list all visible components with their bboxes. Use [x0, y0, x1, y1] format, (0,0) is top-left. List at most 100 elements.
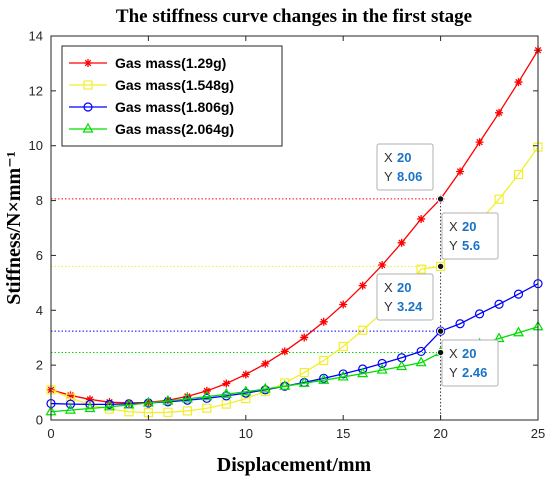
x-tick-label: 15 [336, 426, 350, 441]
series-2-point [513, 169, 524, 180]
series-3-point [65, 399, 76, 409]
series-1-point [358, 281, 367, 290]
legend-label: Gas mass(1.29g) [115, 55, 226, 71]
series-4-point [201, 390, 213, 401]
datatip-marker [436, 327, 445, 335]
y-tick-label: 10 [29, 138, 43, 153]
series-4-point [240, 385, 252, 396]
series-3-point [436, 326, 446, 336]
series-4-point [415, 356, 427, 367]
legend-entry-3: Gas mass(1.806g) [69, 99, 234, 115]
legend-entry-2: Gas mass(1.548g) [69, 77, 234, 93]
series-4-point [162, 394, 174, 405]
series-4-point [259, 382, 271, 393]
series-3-point [104, 399, 115, 409]
datatip-1: X 20 Y 8.06 [376, 143, 445, 203]
series-4-point [512, 326, 525, 337]
series-3-point [455, 319, 465, 329]
datatip-y-label: Y [384, 169, 393, 184]
series-1-point [417, 214, 426, 223]
x-tick-label: 10 [239, 426, 253, 441]
plot-frame [50, 35, 539, 421]
series-3-point [474, 309, 485, 319]
series-1-point [66, 391, 75, 400]
x-tick-label: 25 [531, 426, 545, 441]
datatip-box [376, 143, 434, 191]
legend: Gas mass(1.29g) Gas mass(1.548g) Gas mass(… [61, 45, 283, 147]
legend-entry-4: Gas mass(2.064g) [69, 121, 234, 137]
y-tick-label: 2 [36, 358, 43, 373]
datatip-x-label: X [449, 219, 458, 234]
legend-entry-1: Gas mass(1.29g) [69, 55, 226, 71]
datatip-y-value: 2.46 [462, 365, 487, 380]
y-tick-label: 6 [36, 248, 43, 263]
datatip-y-label: Y [384, 299, 393, 314]
series-4-point [103, 400, 115, 411]
datatip-x-label: X [384, 280, 393, 295]
series-1-point [456, 167, 465, 176]
y-axis-label: Stiffness/N×mm⁻¹ [3, 151, 25, 305]
series-1-point [163, 396, 172, 405]
series-1-point [339, 300, 348, 309]
series-4-point [318, 374, 330, 384]
chart-title: The stiffness curve changes in the first… [116, 6, 472, 27]
series-2-point [494, 194, 504, 204]
series-2-point [280, 378, 290, 388]
series-4-point [84, 402, 96, 413]
series-1-point [241, 370, 250, 379]
y-tick-label: 8 [36, 193, 43, 208]
datatip-x-value: 20 [462, 219, 476, 234]
series-2-point [299, 367, 309, 378]
legend-swatch-marker [84, 59, 92, 67]
series-4-point [337, 370, 349, 381]
series-2-point [65, 393, 76, 403]
series-1-point [319, 317, 328, 326]
x-axis-label: Displacement/mm [217, 454, 372, 476]
datatip-x-value: 20 [462, 346, 476, 361]
series-1-point [397, 238, 406, 247]
legend-swatch-marker [82, 122, 94, 133]
legend-label: Gas mass(1.806g) [115, 99, 234, 115]
series-1-point [261, 359, 270, 368]
series-1-point [514, 78, 523, 87]
series-4-point [493, 332, 505, 343]
datatip-3: X 20 Y 3.24 [376, 273, 445, 335]
datatip-box [441, 212, 499, 260]
datatip-y-value: 8.06 [397, 169, 422, 184]
series-1-point [475, 138, 484, 147]
y-tick-label: 14 [29, 29, 43, 44]
series-1-point [378, 261, 387, 270]
series-4-point [181, 392, 193, 403]
series-2-point [416, 264, 426, 274]
datatip-x-value: 20 [397, 150, 411, 165]
datatip-2: X 20 Y 5.6 [436, 212, 499, 271]
series-2-point [163, 407, 173, 417]
series-2-point [319, 355, 329, 366]
axes-layer: 0 5 10 15 20 25 0 2 4 6 8 10 12 14 [29, 29, 546, 442]
series-2-point [338, 341, 348, 352]
series-4-point [279, 380, 291, 390]
legend-label: Gas mass(2.064g) [115, 121, 234, 137]
datatip-y-value: 5.6 [462, 238, 480, 253]
series-4-point [396, 360, 408, 371]
datatip-x-label: X [384, 150, 393, 165]
series-2-point [202, 403, 212, 413]
series-3-point [358, 364, 368, 374]
y-tick-label: 12 [29, 83, 43, 98]
series-1-point [222, 379, 231, 388]
series-4-point [357, 367, 369, 378]
x-tick-label: 0 [47, 426, 54, 441]
datatip-marker [436, 262, 445, 271]
series-4-point [220, 387, 232, 398]
datatip-x-value: 20 [397, 280, 411, 295]
series-2-point [358, 325, 368, 335]
series-1-point [85, 395, 94, 404]
series-1-point [300, 333, 309, 342]
series-1-point [280, 347, 289, 356]
series-4-point [123, 398, 135, 409]
datatip-box [441, 339, 499, 387]
y-tick-label: 4 [36, 303, 43, 318]
series-2-point [436, 261, 446, 271]
x-tick-label: 5 [145, 426, 152, 441]
